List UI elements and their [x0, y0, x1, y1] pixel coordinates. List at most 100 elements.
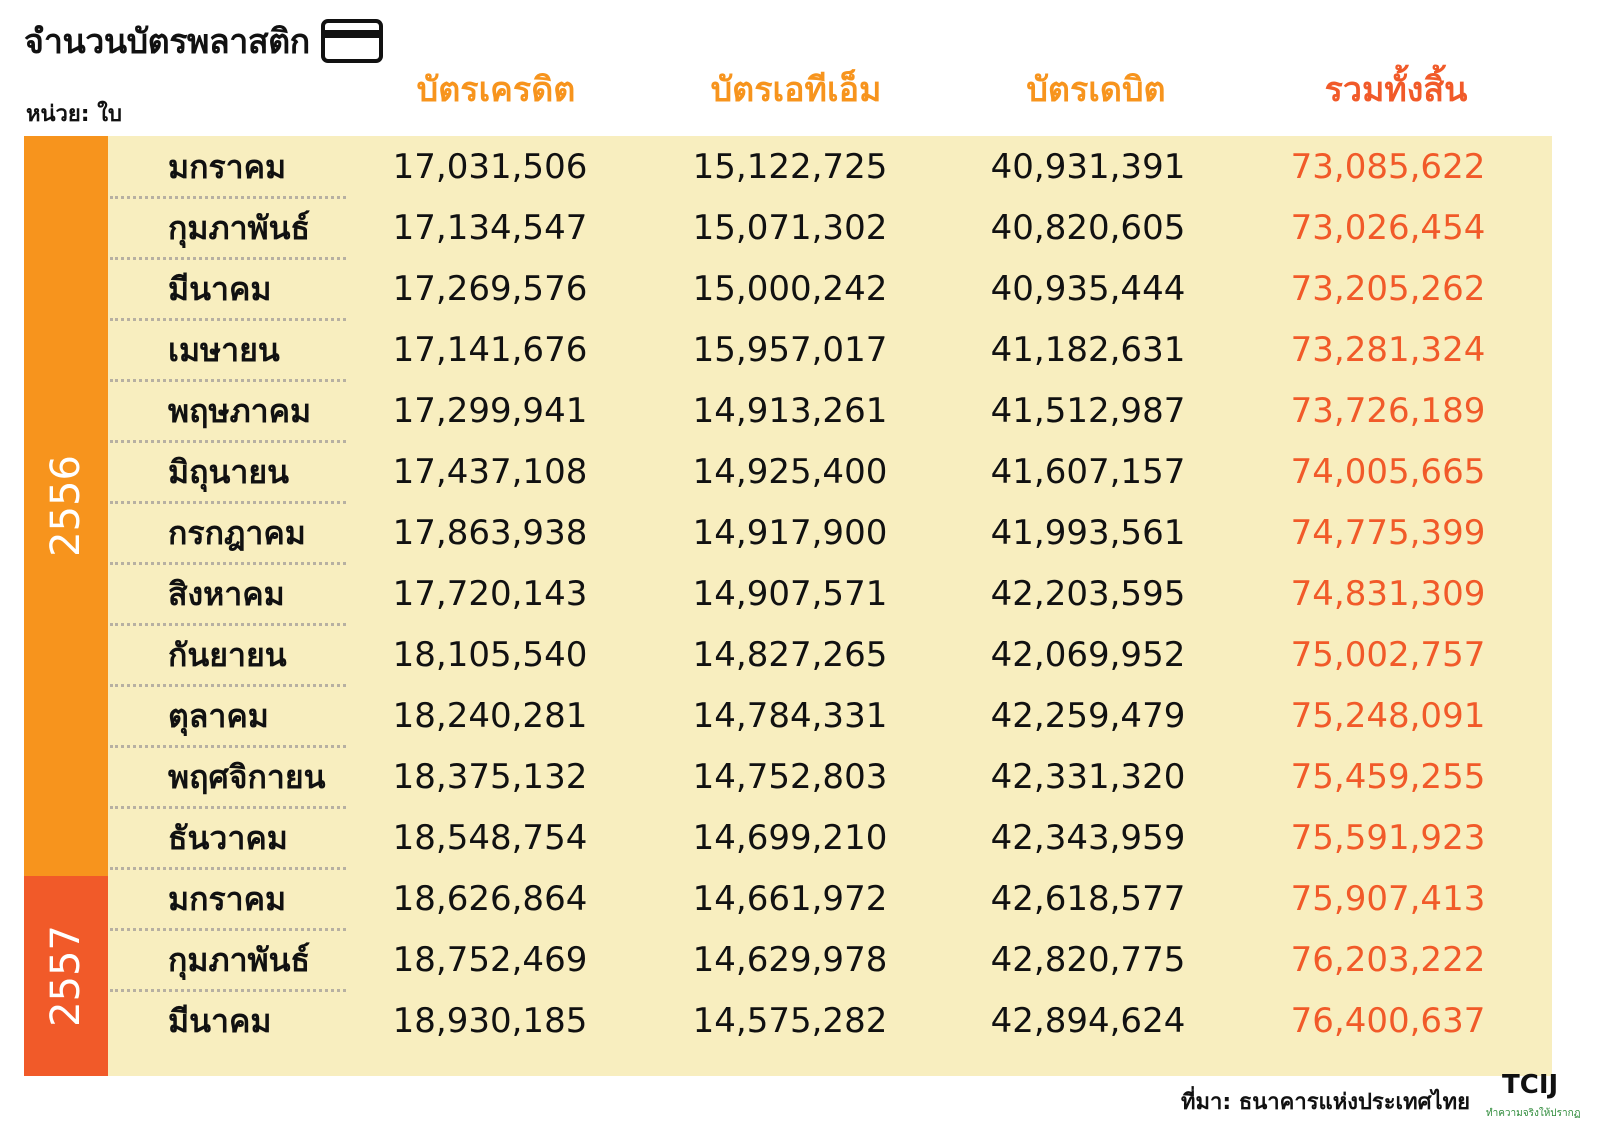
cell-credit: 18,548,754	[392, 818, 588, 858]
row-divider	[110, 562, 346, 565]
tcij-logo-tagline: ทำความจริงให้ปรากฏ	[1486, 1108, 1581, 1119]
cell-credit: 17,299,941	[392, 391, 588, 431]
table-row: มิถุนายน 17,437,108 14,925,400 41,607,157 74…	[0, 441, 1600, 503]
table-row: กุมภาพันธ์ 17,134,547 15,071,302 40,820,605…	[0, 197, 1600, 259]
cell-total: 74,831,309	[1290, 574, 1486, 614]
table-row: มีนาคม 18,930,185 14,575,282 42,894,624 76,4…	[0, 990, 1600, 1052]
cell-atm: 14,925,400	[692, 452, 888, 492]
row-divider	[110, 745, 346, 748]
cell-debit: 41,607,157	[990, 452, 1186, 492]
cell-credit: 17,134,547	[392, 208, 588, 248]
chart-title: จำนวนบัตรพลาสติก	[24, 14, 384, 68]
credit-card-icon	[320, 19, 383, 63]
title-text: จำนวนบัตรพลาสติก	[24, 22, 310, 62]
cell-month: มีนาคม	[168, 1002, 272, 1040]
cell-atm: 14,827,265	[692, 635, 888, 675]
cell-total: 74,775,399	[1290, 513, 1486, 553]
cell-atm: 15,122,725	[692, 147, 888, 187]
cell-credit: 18,626,864	[392, 879, 588, 919]
cell-month: ธันวาคม	[168, 819, 288, 857]
cell-month: มกราคม	[168, 148, 287, 186]
cell-debit: 40,935,444	[990, 269, 1186, 309]
year-band-2557: 2557	[24, 876, 108, 1076]
cell-debit: 42,203,595	[990, 574, 1186, 614]
cell-total: 75,907,413	[1290, 879, 1486, 919]
cell-credit: 17,437,108	[392, 452, 588, 492]
row-divider	[110, 806, 346, 809]
cell-atm: 15,071,302	[692, 208, 888, 248]
row-divider	[110, 989, 346, 992]
cell-debit: 40,820,605	[990, 208, 1186, 248]
cell-atm: 15,000,242	[692, 269, 888, 309]
cell-total: 75,002,757	[1290, 635, 1486, 675]
cell-total: 76,400,637	[1290, 1001, 1486, 1041]
cell-total: 73,726,189	[1290, 391, 1486, 431]
cell-month: มิถุนายน	[168, 453, 289, 491]
cell-total: 73,085,622	[1290, 147, 1486, 187]
cell-debit: 42,618,577	[990, 879, 1186, 919]
table-row: สิงหาคม 17,720,143 14,907,571 42,203,595 74,…	[0, 563, 1600, 625]
table-row: มีนาคม 17,269,576 15,000,242 40,935,444 73,2…	[0, 258, 1600, 320]
cell-debit: 40,931,391	[990, 147, 1186, 187]
cell-atm: 14,629,978	[692, 940, 888, 980]
cell-debit: 42,820,775	[990, 940, 1186, 980]
cell-credit: 18,105,540	[392, 635, 588, 675]
cell-atm: 14,917,900	[692, 513, 888, 553]
cell-debit: 42,894,624	[990, 1001, 1186, 1041]
cell-debit: 42,259,479	[990, 696, 1186, 736]
year-band-2556: 2556	[24, 136, 108, 876]
table-row: ตุลาคม 18,240,281 14,784,331 42,259,479 75,2…	[0, 685, 1600, 747]
cell-atm: 14,784,331	[692, 696, 888, 736]
cell-total: 76,203,222	[1290, 940, 1486, 980]
row-divider	[110, 440, 346, 443]
table-row: กุมภาพันธ์ 18,752,469 14,629,978 42,820,775…	[0, 929, 1600, 991]
cell-total: 75,591,923	[1290, 818, 1486, 858]
table-row: ธันวาคม 18,548,754 14,699,210 42,343,959 75,…	[0, 807, 1600, 869]
cell-atm: 14,913,261	[692, 391, 888, 431]
cell-atm: 14,575,282	[692, 1001, 888, 1041]
cell-atm: 14,661,972	[692, 879, 888, 919]
cell-month: พฤศจิกายน	[168, 758, 326, 796]
cell-month: กันยายน	[168, 636, 287, 674]
cell-debit: 41,182,631	[990, 330, 1186, 370]
table-row: เมษายน 17,141,676 15,957,017 41,182,631 73,2…	[0, 319, 1600, 381]
cell-debit: 41,512,987	[990, 391, 1186, 431]
row-divider	[110, 318, 346, 321]
cell-month: กุมภาพันธ์	[168, 941, 311, 979]
cell-month: ตุลาคม	[168, 697, 269, 735]
row-divider	[110, 867, 346, 870]
cell-debit: 42,343,959	[990, 818, 1186, 858]
source-note: ที่มา: ธนาคารแห่งประเทศไทย	[1181, 1090, 1470, 1115]
table-row: มกราคม 18,626,864 14,661,972 42,618,577 75,9…	[0, 868, 1600, 930]
cell-total: 74,005,665	[1290, 452, 1486, 492]
cell-credit: 17,269,576	[392, 269, 588, 309]
cell-total: 73,026,454	[1290, 208, 1486, 248]
table-row: พฤษภาคม 17,299,941 14,913,261 41,512,987 73,…	[0, 380, 1600, 442]
table-background	[24, 136, 1552, 1076]
cell-total: 73,281,324	[1290, 330, 1486, 370]
cell-month: เมษายน	[168, 331, 280, 369]
cell-atm: 15,957,017	[692, 330, 888, 370]
row-divider	[110, 623, 346, 626]
row-divider	[110, 501, 346, 504]
table-row: กันยายน 18,105,540 14,827,265 42,069,952 75,…	[0, 624, 1600, 686]
cell-credit: 17,863,938	[392, 513, 588, 553]
cell-debit: 41,993,561	[990, 513, 1186, 553]
cell-atm: 14,907,571	[692, 574, 888, 614]
cell-total: 75,248,091	[1290, 696, 1486, 736]
cell-credit: 18,930,185	[392, 1001, 588, 1041]
cell-debit: 42,069,952	[990, 635, 1186, 675]
column-header-debit: บัตรเดบิต	[1026, 70, 1166, 110]
column-header-atm: บัตรเอทีเอ็ม	[710, 70, 882, 110]
table-row: กรกฎาคม 17,863,938 14,917,900 41,993,561 74,…	[0, 502, 1600, 564]
column-header-total: รวมทั้งสิ้น	[1324, 70, 1468, 110]
row-divider	[110, 379, 346, 382]
cell-debit: 42,331,320	[990, 757, 1186, 797]
column-header-credit: บัตรเครดิต	[416, 70, 576, 110]
table-row: มกราคม 17,031,506 15,122,725 40,931,391 73,0…	[0, 136, 1600, 198]
cell-total: 73,205,262	[1290, 269, 1486, 309]
row-divider	[110, 928, 346, 931]
cell-atm: 14,752,803	[692, 757, 888, 797]
row-divider	[110, 257, 346, 260]
cell-credit: 17,031,506	[392, 147, 588, 187]
